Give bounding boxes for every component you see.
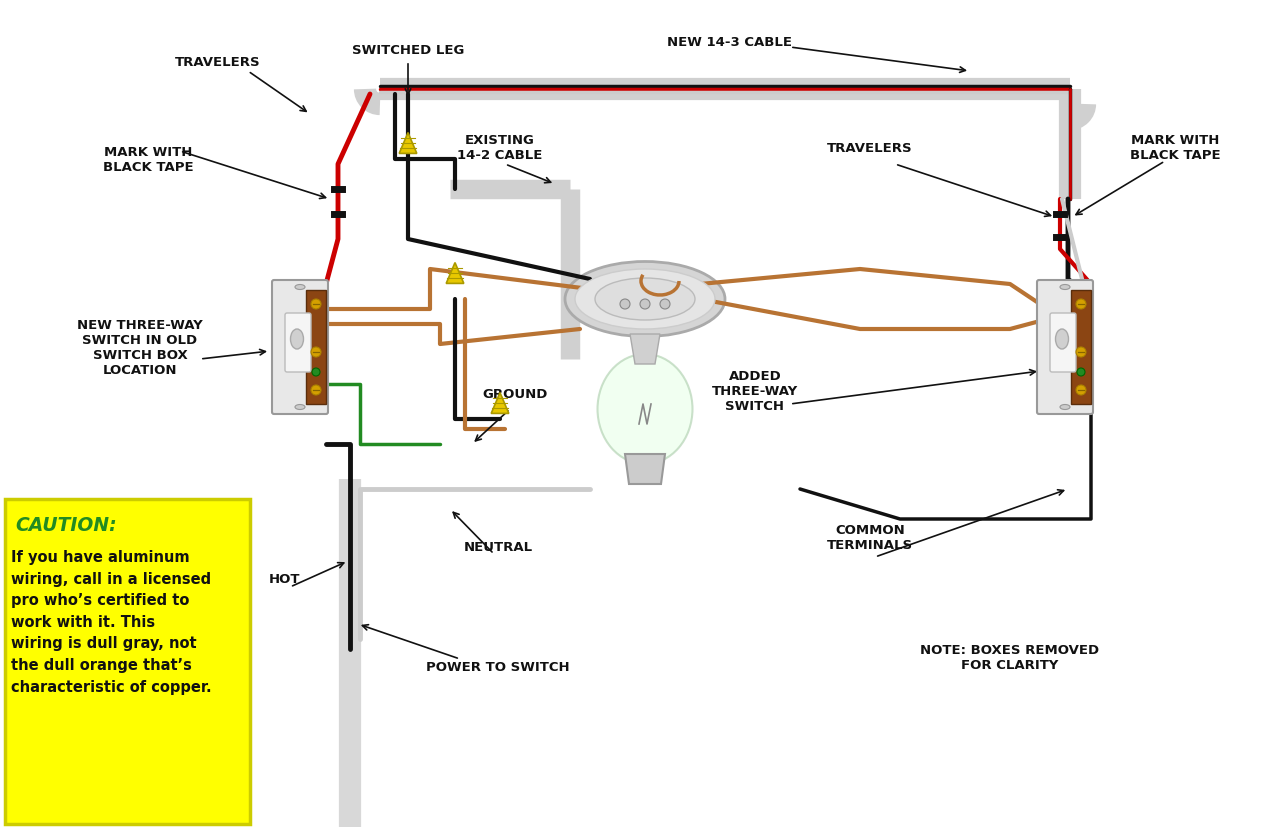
- Circle shape: [312, 385, 321, 395]
- Ellipse shape: [575, 270, 715, 330]
- Bar: [306, 290, 326, 404]
- Circle shape: [312, 299, 321, 309]
- Text: TRAVELERS: TRAVELERS: [175, 55, 261, 69]
- Circle shape: [312, 347, 321, 357]
- Text: MARK WITH
BLACK TAPE: MARK WITH BLACK TAPE: [102, 146, 193, 174]
- Ellipse shape: [290, 330, 304, 350]
- FancyBboxPatch shape: [5, 500, 250, 824]
- Circle shape: [312, 369, 321, 376]
- Ellipse shape: [1056, 330, 1069, 350]
- Ellipse shape: [1060, 405, 1070, 410]
- Text: ADDED
THREE-WAY
SWITCH: ADDED THREE-WAY SWITCH: [711, 370, 798, 413]
- Text: NEW THREE-WAY
SWITCH IN OLD
SWITCH BOX
LOCATION: NEW THREE-WAY SWITCH IN OLD SWITCH BOX L…: [77, 318, 203, 376]
- Text: HOT: HOT: [269, 573, 301, 586]
- Text: EXISTING
14-2 CABLE: EXISTING 14-2 CABLE: [457, 134, 543, 162]
- Circle shape: [1077, 385, 1085, 395]
- Bar: [1071, 290, 1091, 404]
- Ellipse shape: [595, 279, 695, 321]
- Text: SWITCHED LEG: SWITCHED LEG: [351, 44, 464, 56]
- Ellipse shape: [295, 405, 305, 410]
- Circle shape: [1077, 369, 1085, 376]
- FancyBboxPatch shape: [1037, 280, 1093, 414]
- Polygon shape: [400, 133, 416, 154]
- Polygon shape: [630, 335, 660, 365]
- Ellipse shape: [564, 262, 725, 337]
- Circle shape: [640, 299, 650, 309]
- Text: If you have aluminum
wiring, call in a licensed
pro who’s certified to
work with: If you have aluminum wiring, call in a l…: [11, 549, 212, 694]
- Circle shape: [1077, 299, 1085, 309]
- Text: POWER TO SWITCH: POWER TO SWITCH: [427, 661, 570, 674]
- Ellipse shape: [1060, 285, 1070, 290]
- Ellipse shape: [295, 285, 305, 290]
- Text: COMMON
TERMINALS: COMMON TERMINALS: [827, 523, 913, 552]
- Circle shape: [660, 299, 670, 309]
- Circle shape: [1077, 347, 1085, 357]
- Text: CAUTION:: CAUTION:: [15, 515, 116, 534]
- Text: NEW 14-3 CABLE: NEW 14-3 CABLE: [668, 36, 793, 49]
- Polygon shape: [492, 393, 508, 414]
- Text: NEUTRAL: NEUTRAL: [464, 541, 533, 554]
- Text: NOTE: BOXES REMOVED
FOR CLARITY: NOTE: BOXES REMOVED FOR CLARITY: [921, 643, 1099, 672]
- Ellipse shape: [598, 355, 692, 465]
- Text: GROUND: GROUND: [483, 388, 548, 401]
- Text: MARK WITH
BLACK TAPE: MARK WITH BLACK TAPE: [1130, 134, 1221, 162]
- FancyBboxPatch shape: [1050, 313, 1077, 372]
- FancyBboxPatch shape: [272, 280, 328, 414]
- Polygon shape: [624, 455, 665, 485]
- Text: TRAVELERS: TRAVELERS: [827, 141, 913, 155]
- Circle shape: [621, 299, 630, 309]
- Polygon shape: [446, 263, 464, 284]
- FancyBboxPatch shape: [285, 313, 312, 372]
